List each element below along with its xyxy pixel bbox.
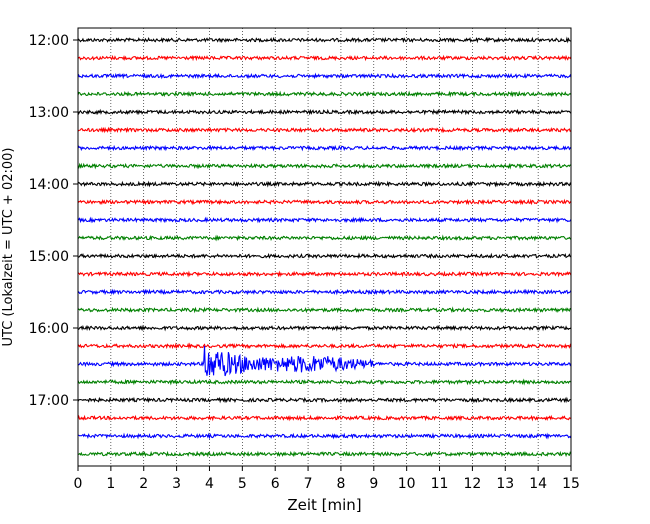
trace-1445 (77, 234, 572, 242)
trace-lines (77, 36, 572, 458)
x-tick-label-14: 14 (529, 476, 547, 492)
trace-1245 (77, 90, 572, 98)
trace-1545 (77, 306, 572, 314)
trace-1530 (77, 288, 572, 296)
trace-1415 (77, 198, 572, 206)
x-tick-label-11: 11 (431, 476, 449, 492)
trace-1300 (77, 108, 572, 116)
plot-frame (77, 27, 572, 467)
trace-1230 (77, 72, 572, 80)
y-tick-label-1400: 14:00 (29, 177, 69, 193)
trace-1345 (77, 162, 572, 170)
y-tick-label-1200: 12:00 (29, 33, 69, 49)
x-tick-label-1: 1 (106, 476, 115, 492)
trace-1430 (77, 216, 572, 224)
x-tick-label-10: 10 (398, 476, 416, 492)
trace-1330 (77, 144, 572, 152)
trace-1645 (77, 378, 572, 386)
x-tick-label-3: 3 (172, 476, 181, 492)
trace-1715 (77, 414, 572, 422)
x-tick-label-9: 9 (369, 476, 378, 492)
trace-1515 (77, 270, 572, 278)
trace-1600 (77, 324, 572, 332)
trace-1630 (77, 345, 572, 377)
x-tick-label-15: 15 (562, 476, 580, 492)
x-tick-label-4: 4 (205, 476, 214, 492)
trace-1500 (77, 252, 572, 260)
trace-1615 (77, 342, 572, 350)
x-tick-label-13: 13 (496, 476, 514, 492)
grid-lines (110, 28, 539, 466)
trace-1400 (77, 180, 572, 188)
x-tick-label-7: 7 (304, 476, 313, 492)
y-tick-label-1300: 13:00 (29, 105, 69, 121)
x-tick-label-2: 2 (139, 476, 148, 492)
trace-1700 (77, 396, 572, 404)
x-tick-label-0: 0 (74, 476, 83, 492)
trace-1215 (77, 54, 572, 62)
x-axis-label: Zeit [min] (287, 496, 361, 514)
y-tick-label-1600: 16:00 (29, 321, 69, 337)
y-tick-label-1500: 15:00 (29, 249, 69, 265)
trace-1730 (77, 432, 572, 440)
trace-1200 (77, 36, 572, 44)
y-tick-label-1700: 17:00 (29, 393, 69, 409)
trace-1315 (77, 126, 572, 134)
x-tick-label-6: 6 (271, 476, 280, 492)
trace-1745 (77, 450, 572, 458)
x-tick-label-12: 12 (463, 476, 481, 492)
y-axis-label: UTC (Lokalzeit = UTC + 02:00) (1, 148, 16, 347)
x-tick-label-5: 5 (238, 476, 247, 492)
axis-ticks: 0 1 2 3 4 5 6 7 8 9 10 11 12 13 14 1512:0013:0014:0015:… (29, 33, 580, 492)
x-tick-label-8: 8 (336, 476, 345, 492)
